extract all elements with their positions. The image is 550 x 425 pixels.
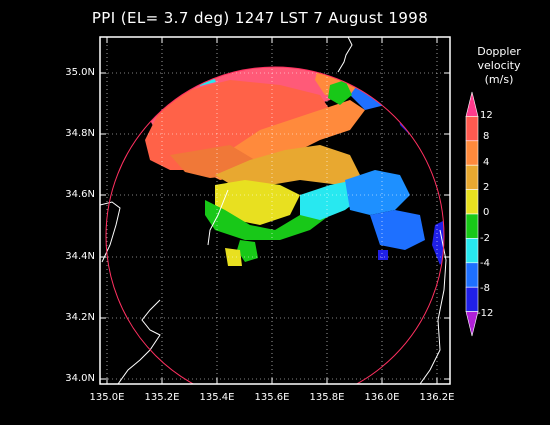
echo-region-blue-small [378,250,388,260]
radar-range-ring [105,66,445,384]
plot-title: PPI (EL= 3.7 deg) 1247 LST 7 August 1998 [91,9,429,27]
coastline-south [117,299,161,384]
colorbar-title-line2: velocity [477,59,521,72]
colorbar-title-line1: Doppler [477,45,521,58]
echo-region-gold [215,145,360,190]
axis-ticks [100,37,450,384]
colorbar-swatch [465,140,479,166]
echo-region-green [205,200,330,240]
echo-region-yellow [215,180,300,225]
x-tick-label: 136.2E [419,392,455,403]
colorbar-swatch [465,164,479,190]
radar-echo-field [145,67,444,266]
colorbar-units: (m/s) [484,73,514,86]
x-tick-label: 135.2E [144,392,180,403]
colorbar-swatch [465,311,479,337]
colorbar-swatch [465,262,479,288]
colorbar-label: -4 [480,258,490,269]
colorbar-label: -12 [477,308,494,319]
colorbar-label: -8 [480,283,490,294]
x-tick-label: 135.0E [89,392,125,403]
echo-region-green-small [328,80,352,105]
coastline-inner [207,189,229,246]
x-tick-label: 135.4E [199,392,235,403]
colorbar-label: 2 [483,182,490,193]
colorbar-label: -2 [480,233,490,244]
colorbar [465,91,479,337]
colorbar-label: 8 [483,131,490,142]
echo-region-blue-ne [350,68,395,110]
x-tick-label: 135.8E [309,392,345,403]
y-tick-label: 34.6N [65,189,95,200]
colorbar-swatch [465,213,479,239]
colorbar-label: 4 [483,157,490,168]
echo-region-blue-east [432,220,444,265]
coastline-west [100,201,121,263]
colorbar-swatch [465,189,479,215]
coastline-north [337,37,353,73]
echo-region-darkblue-ne [395,80,420,135]
colorbar-label: 0 [483,207,490,218]
colorbar-swatch [465,116,479,142]
x-tick-label: 135.6E [254,392,290,403]
y-tick-label: 35.0N [65,67,95,78]
x-tick-label: 136.0E [364,392,400,403]
echo-region-red [145,80,330,170]
colorbar-title: Doppler velocity (m/s) [468,45,530,87]
colorbar-swatch [465,91,479,117]
colorbar-label: 12 [480,110,493,121]
echo-region-lightblue [345,170,410,215]
echo-region-yellow-small [225,248,242,266]
y-tick-label: 34.2N [65,312,95,323]
plot-frame [99,36,451,385]
y-tick-label: 34.4N [65,251,95,262]
colorbar-swatch [465,238,479,264]
coastline [100,37,447,384]
y-tick-label: 34.8N [65,128,95,139]
echo-region-lightgreen [237,240,258,262]
y-tick-label: 34.0N [65,373,95,384]
coastline-east [419,229,447,384]
echo-region-blue [370,210,425,250]
